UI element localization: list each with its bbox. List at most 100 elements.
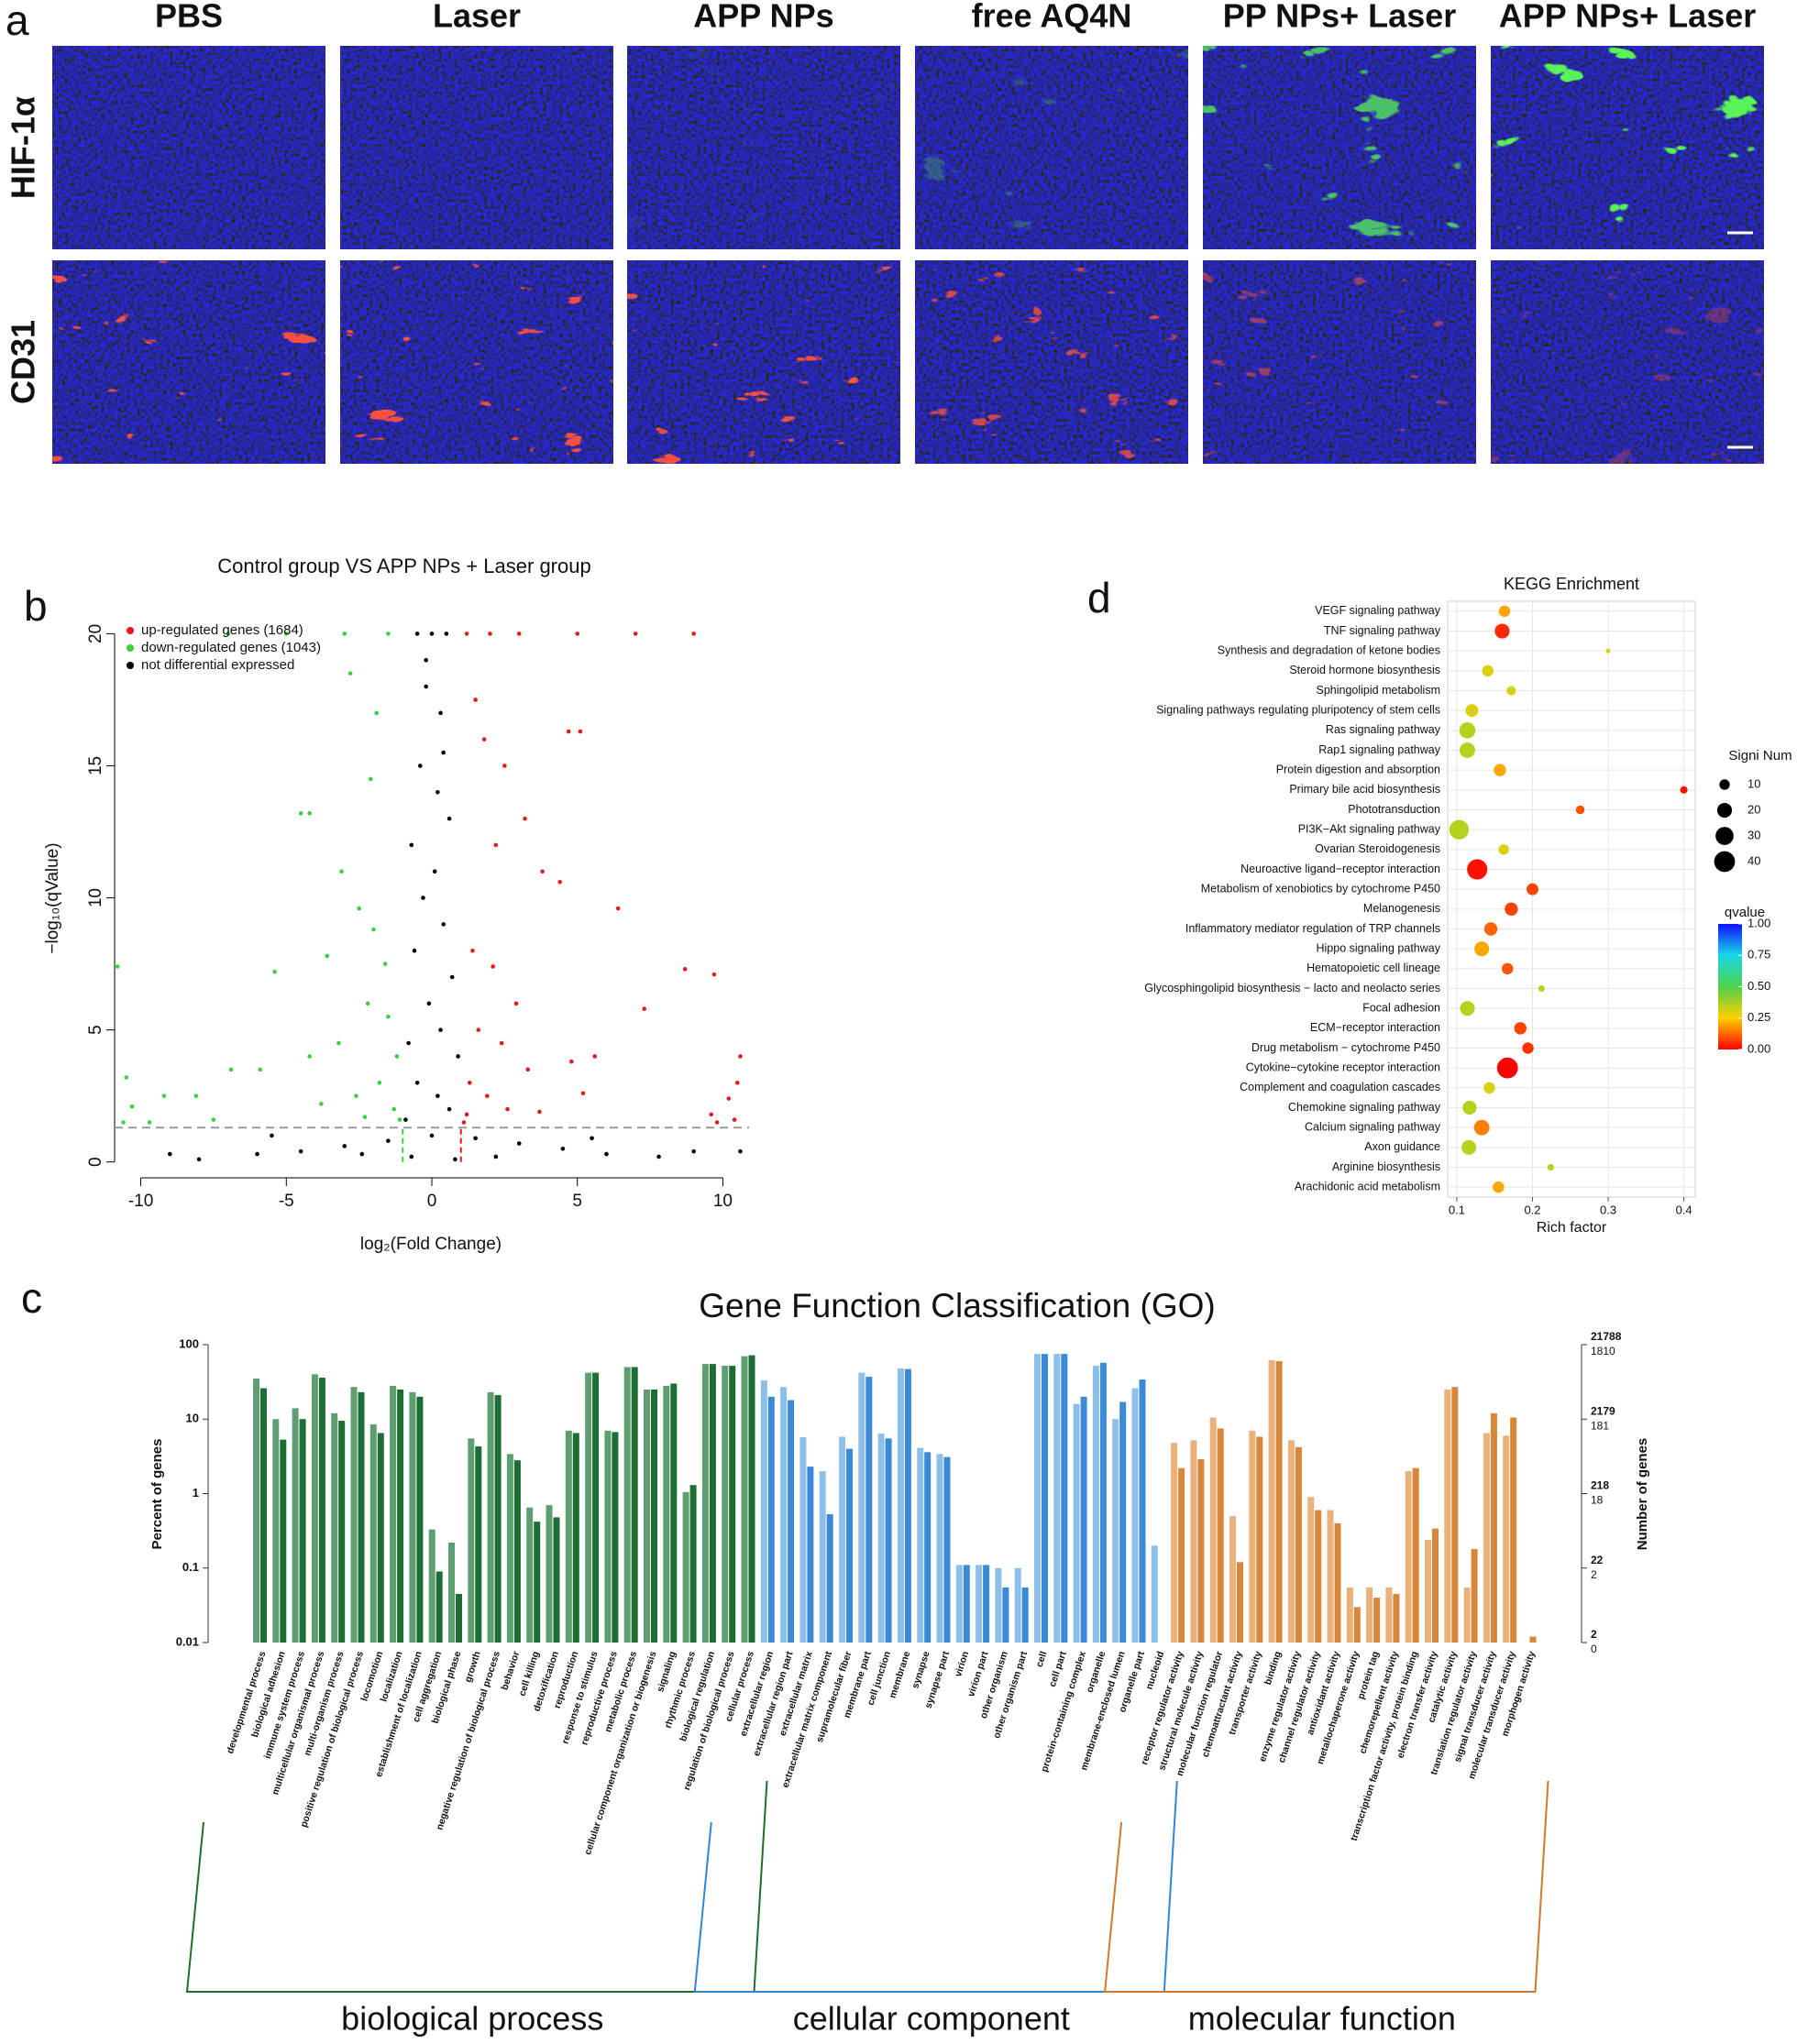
bubble [1496, 1057, 1518, 1079]
y-tick-label: Inflammatory mediator regulation of TRP … [1185, 922, 1440, 935]
bar [468, 1438, 475, 1643]
bar [1490, 1412, 1497, 1643]
point [307, 1054, 312, 1059]
bubble [1483, 1082, 1495, 1094]
bar [448, 1542, 455, 1643]
micrograph [1491, 46, 1764, 249]
point [342, 1144, 347, 1148]
bar [897, 1368, 904, 1643]
point [537, 1109, 542, 1115]
micrograph [1491, 260, 1764, 464]
point [406, 1040, 411, 1046]
bar [748, 1355, 755, 1643]
bar [311, 1374, 318, 1643]
micrograph [627, 46, 900, 249]
y-tick-label: Primary bile acid biosynthesis [1289, 783, 1440, 796]
y-tick-label: Arginine biosynthesis [1332, 1160, 1440, 1173]
colorbar-label: 0.75 [1747, 948, 1770, 962]
point [429, 1133, 435, 1138]
bar [709, 1364, 716, 1643]
x-tick-label: cell part [1047, 1650, 1069, 1688]
bar [397, 1389, 404, 1643]
x-tick-label: virion [953, 1650, 971, 1678]
point [298, 1148, 303, 1154]
nuclei-stain [52, 46, 325, 249]
bar [292, 1408, 299, 1643]
point [467, 1080, 472, 1085]
x-tick-label: 0.2 [1524, 1203, 1540, 1216]
point [168, 1151, 172, 1157]
point [211, 1117, 216, 1122]
size-legend-label: 10 [1747, 776, 1760, 790]
bar [358, 1391, 365, 1643]
x-tick-label: 0.3 [1600, 1203, 1616, 1216]
x-tick-label: 0 [427, 1192, 437, 1211]
y-tick-label: Drug metabolism − cytochrome P450 [1251, 1041, 1440, 1054]
bar [428, 1529, 435, 1643]
point [569, 1059, 574, 1064]
column-label: free AQ4N [972, 0, 1132, 35]
column-label: Laser [433, 0, 521, 35]
bar [1080, 1396, 1087, 1643]
bar [1366, 1587, 1373, 1643]
bubble [1547, 1163, 1554, 1171]
column-label: PP NPs+ Laser [1223, 0, 1457, 35]
bar [272, 1419, 280, 1643]
point [270, 1133, 274, 1138]
legend-label: up-regulated genes (1684) [141, 622, 303, 638]
point [394, 1054, 400, 1059]
bar [390, 1385, 397, 1643]
bar [1053, 1354, 1061, 1643]
bar [995, 1567, 1002, 1643]
y-axis-label: Percent of genes [149, 1439, 165, 1550]
panel-letter: a [6, 0, 29, 44]
bar [1099, 1362, 1107, 1643]
point [435, 789, 440, 795]
y-tick-label: Ras signaling pathway [1326, 723, 1441, 736]
bubble [1498, 844, 1509, 855]
point [441, 922, 446, 927]
bar [1275, 1361, 1283, 1643]
y2-tick-label-deg: 1810 [1591, 1345, 1615, 1357]
y-tick-label: 0 [86, 1157, 105, 1167]
point [711, 972, 717, 977]
bubble [1465, 704, 1479, 718]
bar [1327, 1510, 1334, 1643]
point [470, 948, 475, 953]
point [476, 1027, 481, 1032]
point [412, 948, 417, 953]
point [374, 710, 379, 716]
point [129, 1104, 135, 1109]
bubble [1493, 1181, 1505, 1193]
point [735, 1080, 740, 1085]
bubble [1483, 922, 1498, 936]
y2-tick-label: 22 [1591, 1554, 1604, 1566]
bar [1393, 1593, 1400, 1643]
point [738, 1054, 743, 1059]
bar [585, 1372, 592, 1643]
point [435, 1093, 440, 1098]
y2-tick-label-deg: 2 [1591, 1568, 1597, 1581]
color-legend-title: qvalue [1725, 905, 1765, 920]
x-axis-label: Rich factor [1537, 1220, 1607, 1236]
bubble [1473, 1119, 1490, 1136]
bar [644, 1389, 650, 1643]
bubble [1494, 623, 1510, 639]
y-tick-label: Melanogenesis [1363, 902, 1440, 915]
y-tick-label: Arachidonic acid metabolism [1295, 1180, 1440, 1192]
y-tick-label: VEGF signaling pathway [1315, 604, 1441, 617]
bar [1209, 1417, 1217, 1643]
point [590, 1136, 594, 1141]
bar [1373, 1598, 1381, 1643]
cd31-stain [52, 260, 325, 464]
hif-stain [915, 46, 1188, 249]
point [456, 1054, 460, 1059]
bubble [1460, 1001, 1475, 1017]
bar [1178, 1467, 1185, 1643]
x-tick-label: binding [1262, 1650, 1284, 1687]
bar [1034, 1354, 1041, 1643]
point [409, 1154, 414, 1159]
point [418, 764, 423, 768]
group-bracket [693, 1780, 1178, 1993]
bar [513, 1460, 521, 1643]
